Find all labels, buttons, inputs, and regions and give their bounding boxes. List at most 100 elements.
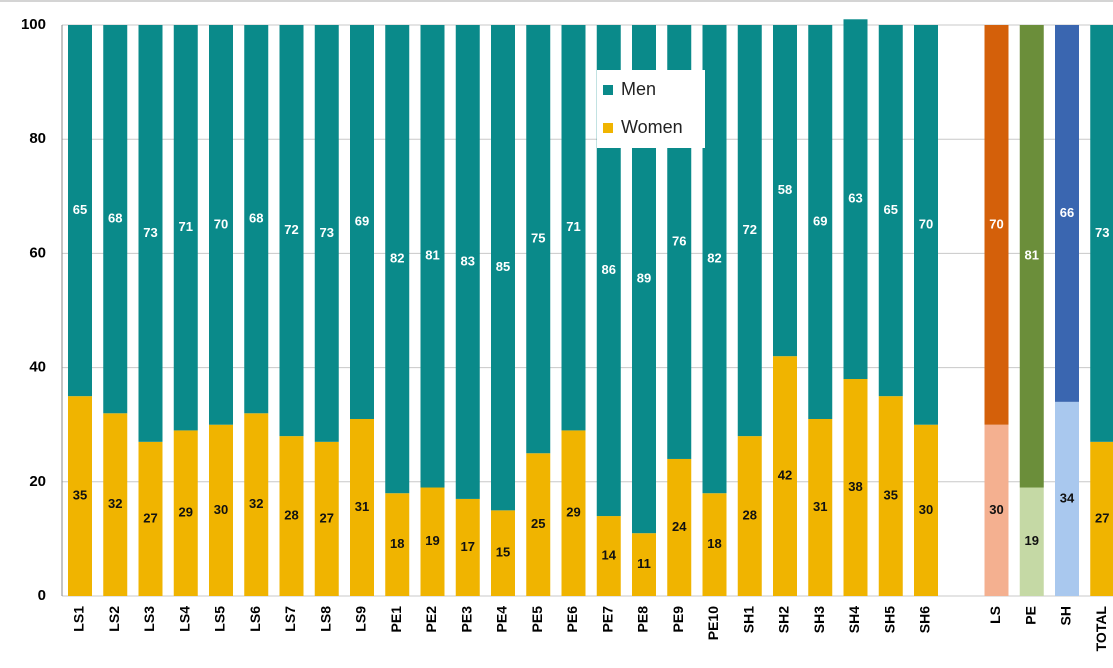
bar-segment <box>173 25 198 431</box>
value-label: 29 <box>566 505 580 520</box>
bar-segment <box>596 516 621 596</box>
value-label: 69 <box>355 213 369 228</box>
value-label: 75 <box>531 231 545 246</box>
bar-segment <box>843 379 868 596</box>
x-tick-label: LS1 <box>71 606 87 632</box>
value-label: 34 <box>1060 490 1075 505</box>
legend-box <box>597 70 705 148</box>
bar-segment <box>385 493 410 596</box>
value-label: 71 <box>566 219 580 234</box>
value-label: 70 <box>919 216 933 231</box>
bar-segment <box>420 25 445 488</box>
x-tick-label: PE5 <box>529 606 545 633</box>
bar-segment <box>138 441 163 596</box>
bar-segment <box>702 493 727 596</box>
bar-segment <box>103 25 128 414</box>
x-tick-label: PE <box>1022 606 1038 625</box>
value-label: 81 <box>425 248 439 263</box>
legend: Men Women <box>597 70 705 148</box>
value-label: 73 <box>320 225 334 240</box>
bar-segment <box>773 356 797 596</box>
value-label: 72 <box>743 222 757 237</box>
value-label: 82 <box>707 251 721 266</box>
bar-segment <box>526 25 551 454</box>
value-label: 58 <box>778 182 792 197</box>
bar-segment <box>68 396 92 596</box>
bar-segment <box>103 413 128 596</box>
bar-segment <box>702 25 727 494</box>
value-label: 24 <box>672 519 687 534</box>
value-label: 15 <box>496 545 510 560</box>
value-label: 70 <box>214 216 228 231</box>
value-label: 35 <box>884 488 898 503</box>
bar-segment <box>279 25 304 437</box>
x-tick-label: SH3 <box>811 606 827 633</box>
value-label: 30 <box>919 502 933 517</box>
bar-segment <box>808 25 833 419</box>
value-label: 17 <box>461 539 475 554</box>
bar-segment <box>561 25 586 431</box>
x-tick-label: PE2 <box>423 606 439 633</box>
value-label: 14 <box>602 547 617 562</box>
value-label: 29 <box>179 505 193 520</box>
x-tick-label: LS4 <box>176 606 192 632</box>
bar-segment <box>878 25 903 397</box>
value-label: 42 <box>778 468 792 483</box>
value-label: 31 <box>813 499 827 514</box>
value-label: 27 <box>320 510 334 525</box>
bar-segment <box>68 25 92 397</box>
bar-segment <box>1019 25 1044 488</box>
value-label: 32 <box>108 496 122 511</box>
bar-segment <box>984 25 1009 425</box>
x-tick-label: LS3 <box>141 606 157 632</box>
bar-segment <box>455 25 480 499</box>
value-label: 86 <box>602 262 616 277</box>
value-label: 27 <box>1095 510 1109 525</box>
value-label: 71 <box>179 219 193 234</box>
value-label: 35 <box>73 488 87 503</box>
bar-segment <box>878 396 903 596</box>
value-label: 70 <box>989 216 1003 231</box>
value-label: 31 <box>355 499 369 514</box>
bar-segment <box>420 487 445 596</box>
x-tick-label: LS2 <box>106 606 122 632</box>
value-label: 73 <box>1095 225 1109 240</box>
value-label: 32 <box>249 496 263 511</box>
value-label: 83 <box>461 253 475 268</box>
value-label: 27 <box>143 510 157 525</box>
value-label: 65 <box>884 202 898 217</box>
legend-label: Men <box>621 79 656 99</box>
y-tick-label: 0 <box>38 587 46 604</box>
bar-segment <box>561 430 586 596</box>
value-label: 65 <box>73 202 87 217</box>
value-label: 68 <box>108 211 122 226</box>
x-tick-label: SH1 <box>740 606 756 633</box>
value-label: 69 <box>813 213 827 228</box>
value-label: 76 <box>672 233 686 248</box>
bar-segment <box>914 25 938 425</box>
value-label: 63 <box>848 191 862 206</box>
x-tick-label: PE7 <box>599 606 615 633</box>
bar-segment <box>279 436 304 596</box>
bar-segment <box>455 498 480 596</box>
bar-segment <box>244 25 269 414</box>
bar-segment <box>491 510 515 596</box>
legend-swatch <box>603 85 613 95</box>
value-label: 85 <box>496 259 510 274</box>
y-tick-label: 80 <box>29 130 46 147</box>
x-tick-label: SH5 <box>881 606 897 633</box>
value-label: 66 <box>1060 205 1074 220</box>
legend-swatch <box>603 123 613 133</box>
bar-segment <box>314 25 339 442</box>
value-label: 72 <box>284 222 298 237</box>
value-label: 19 <box>1025 533 1039 548</box>
x-tick-label: PE3 <box>458 606 474 633</box>
x-tick-label: LS <box>987 606 1003 624</box>
bar-segment <box>138 25 163 442</box>
bar-segment <box>1090 25 1113 442</box>
x-tick-label: PE9 <box>670 606 686 633</box>
bar-segment <box>808 418 833 596</box>
bar-segment <box>1055 25 1079 402</box>
bar-segment <box>843 19 868 380</box>
x-tick-label: SH4 <box>846 606 862 633</box>
